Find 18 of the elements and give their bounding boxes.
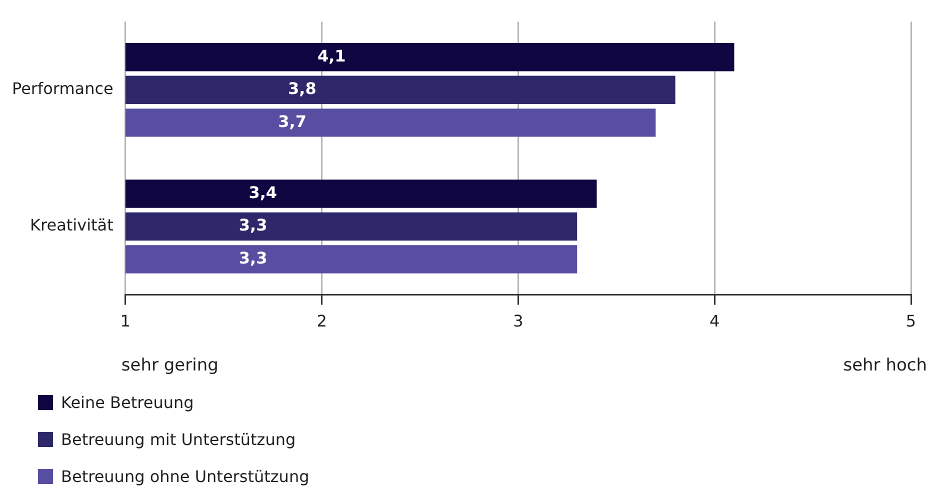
data-label: 3,8 bbox=[288, 79, 316, 98]
data-label: 3,7 bbox=[278, 112, 307, 131]
x-tick-label: 4 bbox=[710, 312, 720, 331]
x-tick-label: 2 bbox=[316, 312, 327, 331]
data-label: 3,3 bbox=[238, 216, 268, 235]
data-label: 4,1 bbox=[317, 46, 346, 66]
text: sehr hoch bbox=[843, 355, 927, 376]
x-tick-label: 1 bbox=[120, 312, 130, 331]
text: sehr gering bbox=[121, 355, 218, 376]
y-tick-label: Kreativität bbox=[30, 216, 114, 235]
x-tick-label: 3 bbox=[513, 312, 524, 331]
legend-label: Keine Betreuung bbox=[61, 393, 194, 412]
data-label: 3,3 bbox=[238, 248, 268, 268]
legend-label: Betreuung ohne Unterstützung bbox=[61, 467, 310, 486]
legend-label: Betreuung mit Unterstützung bbox=[61, 430, 296, 449]
data-label: 3,4 bbox=[248, 182, 278, 202]
x-tick-label: 5 bbox=[906, 312, 916, 331]
y-tick-label: Performance bbox=[12, 79, 114, 98]
